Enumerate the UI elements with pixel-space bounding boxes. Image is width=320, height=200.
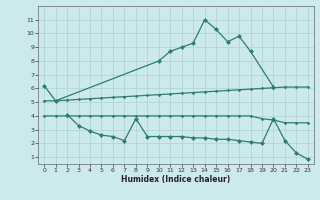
X-axis label: Humidex (Indice chaleur): Humidex (Indice chaleur) — [121, 175, 231, 184]
